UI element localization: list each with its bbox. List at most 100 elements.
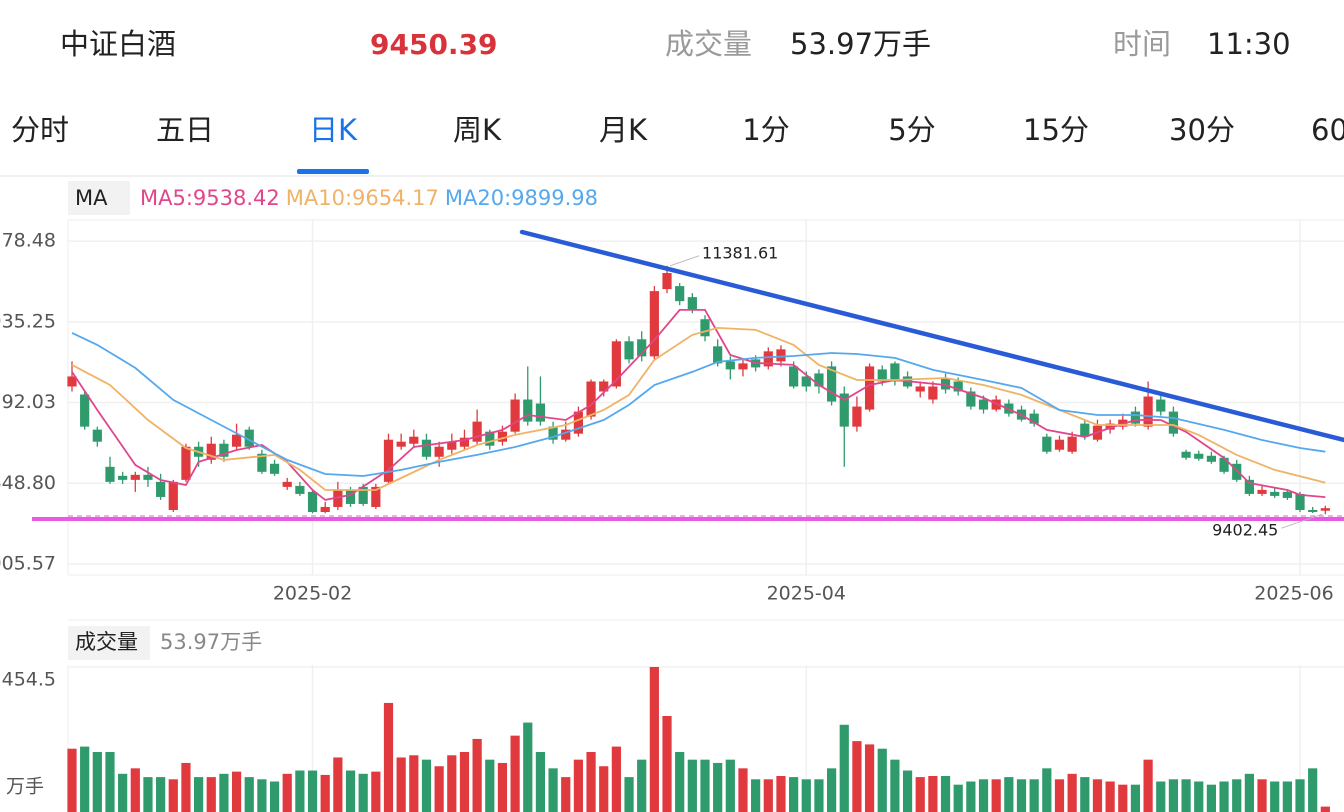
volume-bar bbox=[396, 757, 406, 812]
volume-bar bbox=[194, 777, 204, 812]
volume-bar bbox=[409, 755, 419, 812]
volume-bar bbox=[1156, 781, 1166, 812]
candle-body bbox=[586, 381, 596, 417]
volume-bar bbox=[80, 746, 90, 812]
volume-bar bbox=[282, 773, 292, 812]
volume-bar bbox=[181, 762, 191, 812]
tab[interactable]: 五日 bbox=[156, 113, 214, 147]
candle-body bbox=[295, 485, 305, 494]
volume-bar bbox=[611, 746, 621, 812]
volume-bar bbox=[269, 781, 280, 812]
candle-body bbox=[67, 376, 77, 387]
candle-body bbox=[1130, 411, 1141, 424]
candle-body bbox=[472, 421, 482, 442]
volume-number: 53.97 bbox=[790, 27, 873, 61]
candle-body bbox=[320, 506, 330, 512]
candle-body bbox=[396, 441, 406, 447]
volume-bar bbox=[447, 755, 457, 812]
volume-bar bbox=[852, 741, 862, 812]
candle-body bbox=[687, 297, 697, 310]
candle-body bbox=[1194, 453, 1204, 459]
volume-bar bbox=[535, 751, 546, 812]
candle-body bbox=[1257, 489, 1267, 494]
volume-bar bbox=[156, 777, 166, 812]
tab[interactable]: 分时 bbox=[11, 113, 69, 147]
trend-line bbox=[519, 229, 1344, 443]
volume-bar bbox=[383, 702, 394, 812]
candle-body bbox=[1168, 411, 1179, 434]
high-label: 11381.61 bbox=[702, 243, 778, 262]
candle-body bbox=[1029, 413, 1039, 424]
tab[interactable]: 5分 bbox=[888, 113, 935, 147]
volume-bar bbox=[358, 773, 368, 812]
tab[interactable]: 周K bbox=[453, 113, 502, 147]
volume-bar bbox=[1016, 779, 1027, 812]
candle-body bbox=[890, 363, 900, 382]
candle-body bbox=[814, 373, 824, 387]
drawings bbox=[32, 229, 1344, 521]
x-tick-label: 2025-06 bbox=[1254, 583, 1333, 605]
tab[interactable]: 60分 bbox=[1311, 113, 1344, 147]
volume-bar bbox=[1105, 781, 1115, 812]
volume-bar bbox=[320, 774, 330, 812]
volume-bar bbox=[497, 762, 508, 812]
ma-line bbox=[71, 326, 1326, 491]
volume-bar bbox=[1219, 781, 1229, 812]
candle-body bbox=[789, 366, 799, 387]
volume-bar bbox=[523, 722, 533, 812]
y-tick-label: 9005.57 bbox=[0, 552, 56, 574]
candle-body bbox=[940, 378, 951, 390]
candle-body bbox=[1244, 479, 1254, 494]
volume-number: 53.97 bbox=[160, 630, 220, 654]
candle-body bbox=[269, 463, 280, 474]
candle-body bbox=[371, 486, 381, 507]
volume-bar bbox=[763, 779, 773, 812]
candle-body bbox=[928, 386, 938, 400]
candle-body bbox=[852, 406, 862, 427]
candle-body bbox=[523, 399, 533, 422]
candle-body bbox=[219, 443, 229, 457]
volume-bar bbox=[307, 770, 318, 812]
volume-bar bbox=[573, 759, 583, 812]
last-price: 9450.39 bbox=[370, 28, 498, 61]
candle-body bbox=[1320, 508, 1330, 511]
volume-bar bbox=[789, 777, 799, 812]
tab[interactable]: 月K bbox=[599, 113, 648, 147]
candle-body bbox=[1181, 451, 1191, 458]
candle-body bbox=[156, 481, 166, 497]
tab[interactable]: 1分 bbox=[742, 113, 789, 147]
candle-body bbox=[92, 429, 102, 442]
candle-body bbox=[662, 273, 672, 290]
tab[interactable]: 30分 bbox=[1169, 113, 1235, 147]
volume-bar bbox=[839, 724, 849, 812]
time-label: 时间 bbox=[1113, 27, 1171, 61]
volume-bar bbox=[864, 744, 875, 812]
index-name: 中证白酒 bbox=[60, 27, 176, 61]
volume-bar bbox=[1080, 777, 1090, 812]
candle-body bbox=[244, 429, 254, 447]
candle-body bbox=[447, 441, 457, 450]
candle-body bbox=[1054, 439, 1065, 450]
volume-bar bbox=[1308, 768, 1318, 812]
volume-legend: 53.97万手 bbox=[160, 630, 262, 654]
volume-bar bbox=[827, 768, 837, 812]
tab-indicator bbox=[297, 169, 369, 174]
volume-bar bbox=[1054, 779, 1065, 812]
volume-bar bbox=[472, 738, 482, 812]
volume-bar bbox=[1232, 779, 1242, 812]
candle-body bbox=[1042, 436, 1052, 452]
candle-body bbox=[827, 366, 837, 402]
candle-body bbox=[1156, 399, 1166, 412]
candle-body bbox=[345, 489, 356, 504]
volume-bar bbox=[67, 748, 77, 812]
candle-body bbox=[383, 439, 394, 482]
tab[interactable]: 日K bbox=[309, 113, 358, 147]
volume-bar bbox=[1004, 777, 1014, 812]
volume-bar bbox=[1244, 773, 1254, 812]
candle-body bbox=[358, 486, 368, 504]
volume-bar bbox=[725, 759, 735, 812]
candle-body bbox=[915, 386, 925, 392]
volume-bar bbox=[1092, 779, 1103, 812]
candle-body bbox=[649, 291, 659, 357]
tab[interactable]: 15分 bbox=[1023, 113, 1089, 147]
